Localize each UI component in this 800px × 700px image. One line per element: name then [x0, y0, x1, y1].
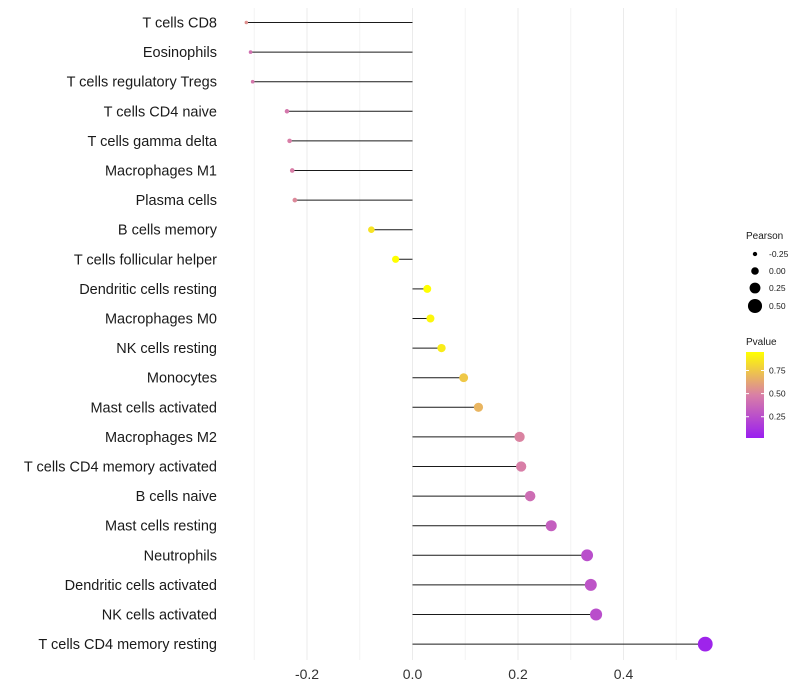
lollipop-point	[287, 138, 292, 144]
lollipop-point	[292, 197, 298, 203]
category-label: Mast cells activated	[90, 400, 217, 416]
category-label: NK cells resting	[116, 341, 217, 357]
lollipop-point	[437, 343, 446, 353]
category-label: Macrophages M1	[105, 164, 217, 180]
x-tick-label: 0.0	[403, 666, 423, 682]
lollipop-point	[368, 226, 375, 233]
category-label: Macrophages M0	[105, 312, 217, 328]
category-label: B cells memory	[118, 223, 218, 239]
color-legend-title: Pvalue	[746, 337, 777, 348]
category-label: T cells follicular helper	[74, 252, 217, 268]
size-legend-key	[752, 251, 758, 257]
category-label: Eosinophils	[143, 45, 217, 61]
size-legend: Pearson -0.25 0.00 0.25 0.50	[746, 231, 789, 314]
color-legend-bar	[746, 352, 764, 438]
size-legend-key	[751, 267, 759, 275]
category-label: T cells gamma delta	[88, 134, 218, 150]
category-label: T cells CD4 memory resting	[38, 637, 217, 653]
lollipop-point	[289, 168, 295, 173]
category-label: B cells naive	[136, 489, 217, 505]
category-label: Macrophages M2	[105, 430, 217, 446]
category-label: T cells CD4 naive	[104, 104, 217, 120]
size-legend-key	[747, 298, 763, 314]
lollipop-point	[545, 520, 557, 532]
lollipop-points	[244, 20, 713, 652]
x-tick-label: 0.4	[614, 666, 634, 682]
category-label: Dendritic cells activated	[65, 578, 217, 594]
lollipop-point	[516, 461, 527, 472]
category-label: Mast cells resting	[105, 519, 217, 535]
lollipop-point	[284, 109, 290, 114]
lollipop-point	[459, 373, 469, 383]
x-tick-label: 0.2	[508, 666, 528, 682]
category-label: Plasma cells	[136, 193, 217, 209]
lollipop-point	[423, 284, 432, 293]
size-legend-label: 0.00	[769, 266, 786, 276]
category-label: NK cells activated	[102, 608, 217, 624]
category-label: Neutrophils	[144, 548, 217, 564]
lollipop-point	[392, 255, 400, 263]
size-legend-label: 0.50	[769, 301, 786, 311]
category-labels: T cells CD8 Eosinophils T cells regulatory…	[24, 16, 218, 654]
lollipop-stems	[246, 22, 706, 645]
lollipop-point	[524, 490, 536, 502]
lollipop-point	[581, 549, 594, 562]
category-label: Monocytes	[147, 371, 217, 387]
x-tick-label: -0.2	[295, 666, 319, 682]
lollipop-point	[590, 608, 603, 621]
size-legend-label: -0.25	[769, 249, 789, 259]
lollipop-point	[514, 431, 525, 443]
color-legend-label: 0.75	[769, 365, 786, 375]
lollipop-point	[584, 578, 597, 591]
lollipop-point	[248, 50, 253, 54]
size-legend-title: Pearson	[746, 231, 783, 242]
category-label: T cells CD8	[142, 16, 217, 32]
grid-lines	[253, 8, 677, 660]
size-legend-key	[749, 282, 761, 294]
size-legend-label: 0.25	[769, 283, 786, 293]
category-label: T cells CD4 memory activated	[24, 460, 217, 476]
lollipop-point	[426, 314, 435, 323]
lollipop-point	[244, 20, 249, 25]
lollipop-point	[250, 79, 255, 84]
category-label: Dendritic cells resting	[79, 282, 217, 298]
category-label: T cells regulatory Tregs	[67, 75, 217, 91]
color-legend: Pvalue 0.75 0.50 0.25	[746, 337, 786, 438]
lollipop-point	[473, 402, 484, 412]
x-axis-ticks: -0.2 0.0 0.2 0.4	[295, 666, 634, 682]
color-legend-label: 0.25	[769, 412, 786, 422]
lollipop-point	[697, 636, 713, 652]
color-legend-label: 0.50	[769, 389, 786, 399]
